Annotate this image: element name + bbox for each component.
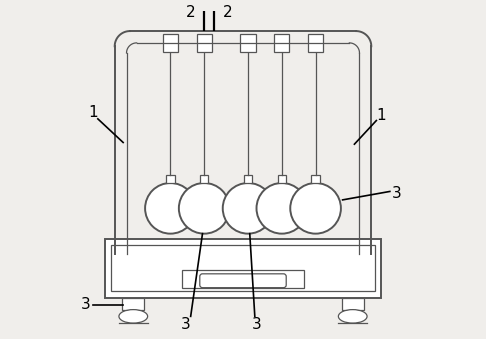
Text: 1: 1 (377, 108, 386, 123)
Ellipse shape (338, 310, 367, 323)
Ellipse shape (257, 183, 307, 234)
Bar (200, 175, 208, 183)
Text: 2: 2 (223, 5, 233, 20)
Ellipse shape (119, 310, 148, 323)
Ellipse shape (223, 183, 274, 234)
Bar (111, 245, 375, 291)
Bar (308, 34, 323, 52)
Bar (342, 298, 364, 310)
FancyBboxPatch shape (200, 274, 286, 288)
Text: 3: 3 (392, 186, 401, 201)
Bar (196, 34, 212, 52)
Bar (241, 34, 256, 52)
Text: 1: 1 (88, 105, 98, 120)
Bar (166, 175, 174, 183)
Ellipse shape (290, 183, 341, 234)
Ellipse shape (179, 183, 229, 234)
Text: 3: 3 (181, 317, 191, 332)
Bar (278, 175, 286, 183)
Text: 3: 3 (81, 297, 91, 312)
Bar (244, 175, 252, 183)
Bar (122, 298, 144, 310)
Ellipse shape (145, 183, 196, 234)
Text: 3: 3 (252, 317, 261, 332)
Text: 2: 2 (186, 5, 195, 20)
Bar (312, 175, 320, 183)
Bar (163, 34, 178, 52)
Bar (274, 34, 290, 52)
Bar (182, 270, 304, 288)
Bar (104, 239, 382, 298)
